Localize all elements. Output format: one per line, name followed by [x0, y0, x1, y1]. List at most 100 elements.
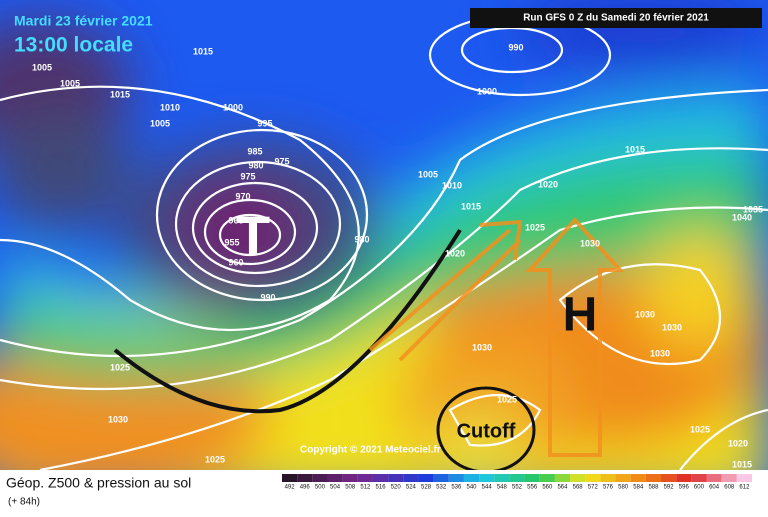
- isobar-label: 1035: [743, 204, 763, 214]
- isobar-label: 1040: [732, 212, 752, 222]
- scale-label: 548: [497, 485, 508, 491]
- isobar-label: 1030: [580, 238, 600, 248]
- scale-cell: [448, 474, 464, 482]
- high-marker: H: [563, 289, 598, 342]
- isobar-label: 980: [248, 160, 263, 170]
- scale-cell: [327, 474, 343, 482]
- isobar-label: 1030: [662, 322, 682, 332]
- isobar-label: 1005: [32, 62, 52, 72]
- isobar-label: 1005: [60, 78, 80, 88]
- scale-cell: [418, 474, 434, 482]
- isobar-label: 990: [260, 292, 275, 302]
- low-marker: T: [236, 204, 270, 267]
- isobar-label: 1030: [650, 348, 670, 358]
- scale-label: 600: [694, 485, 705, 491]
- isobar-label: 990: [508, 42, 523, 52]
- scale-label: 588: [648, 485, 659, 491]
- scale-cell: [645, 474, 662, 482]
- run-box: [470, 8, 762, 28]
- scale-label: 540: [467, 485, 478, 491]
- scale-label: 572: [588, 485, 599, 491]
- scale-cell: [433, 474, 449, 482]
- scale-label: 612: [739, 485, 750, 491]
- isobar-label: 995: [257, 118, 272, 128]
- scale-cell: [312, 474, 328, 482]
- scale-label: 492: [285, 485, 296, 491]
- isobar-label: 960: [228, 257, 243, 267]
- scale-label: 556: [527, 485, 538, 491]
- isobar-label: 1030: [472, 342, 492, 352]
- scale-label: 516: [376, 485, 387, 491]
- isobar-label: 1005: [150, 118, 170, 128]
- scale-cell: [388, 474, 404, 482]
- run-info: Run GFS 0 Z du Samedi 20 février 2021: [523, 13, 709, 24]
- scale-cell: [342, 474, 358, 482]
- isobar-label: 1030: [108, 414, 128, 424]
- isobar-label: 955: [224, 237, 239, 247]
- scale-label: 560: [542, 485, 553, 491]
- scale-label: 508: [345, 485, 356, 491]
- scale-label: 608: [724, 485, 735, 491]
- scale-label: 596: [679, 485, 690, 491]
- lead-time: (+ 84h): [8, 497, 40, 508]
- scale-cell: [691, 474, 707, 482]
- isobar-label: 1010: [160, 102, 180, 112]
- cutoff-label: Cutoff: [457, 420, 516, 442]
- isobar-label: 975: [274, 156, 289, 166]
- scale-label: 592: [664, 485, 675, 491]
- isobar-label: 1005: [418, 169, 438, 179]
- scale-cell: [539, 474, 555, 482]
- isobar-label: 1010: [442, 180, 462, 190]
- scale-cell: [630, 474, 646, 482]
- scale-cell: [403, 474, 419, 482]
- copyright: Copyright © 2021 Meteociel.fr: [300, 445, 441, 456]
- scale-cell: [585, 474, 601, 482]
- scale-label: 544: [482, 485, 493, 491]
- isobar-label: 1020: [538, 179, 558, 189]
- scale-label: 552: [512, 485, 523, 491]
- time: 13:00 locale: [14, 34, 133, 57]
- isobar-label: 985: [247, 146, 262, 156]
- scale-label: 584: [633, 485, 644, 491]
- scale-cell: [706, 474, 722, 482]
- isobars: [0, 13, 768, 472]
- scale-cell: [736, 474, 752, 482]
- scale-label: 536: [451, 485, 462, 491]
- scale-label: 524: [406, 485, 417, 491]
- scale-cell: [554, 474, 571, 482]
- scale-cell: [494, 474, 510, 482]
- scale-cell: [524, 474, 540, 482]
- isobar-label: 1025: [690, 424, 710, 434]
- isobar-label: 1015: [461, 201, 481, 211]
- scale-cell: [509, 474, 525, 482]
- isobar-label: 980: [354, 234, 369, 244]
- scale-label: 604: [709, 485, 720, 491]
- isobar-label: 1025: [525, 222, 545, 232]
- isobar-label: 1025: [497, 394, 517, 404]
- isobar-label: 1025: [205, 454, 225, 464]
- isobar-label: 975: [240, 171, 255, 181]
- scale-cell: [297, 474, 313, 482]
- scale-cell: [661, 474, 677, 482]
- isobar-label: 1030: [635, 309, 655, 319]
- scale-cell: [372, 474, 389, 482]
- isobar-label: 1020: [728, 438, 748, 448]
- scale-cell: [463, 474, 480, 482]
- scale-cell: [615, 474, 631, 482]
- scale-cell: [570, 474, 586, 482]
- isobar-label: 1000: [223, 102, 243, 112]
- scale-cell: [600, 474, 616, 482]
- scale-label: 564: [557, 485, 568, 491]
- isobar-label: 1015: [193, 46, 213, 56]
- scale-label: 580: [618, 485, 629, 491]
- scale-label: 500: [315, 485, 326, 491]
- scale-label: 504: [330, 485, 341, 491]
- isobar-label: 970: [235, 191, 250, 201]
- scale-cell: [676, 474, 692, 482]
- scale-label: 520: [391, 485, 402, 491]
- scale-cell: [282, 474, 298, 482]
- isobar-label: 1000: [477, 86, 497, 96]
- footer-title: Géop. Z500 & pression au sol: [6, 475, 191, 491]
- field-background: [0, 0, 768, 500]
